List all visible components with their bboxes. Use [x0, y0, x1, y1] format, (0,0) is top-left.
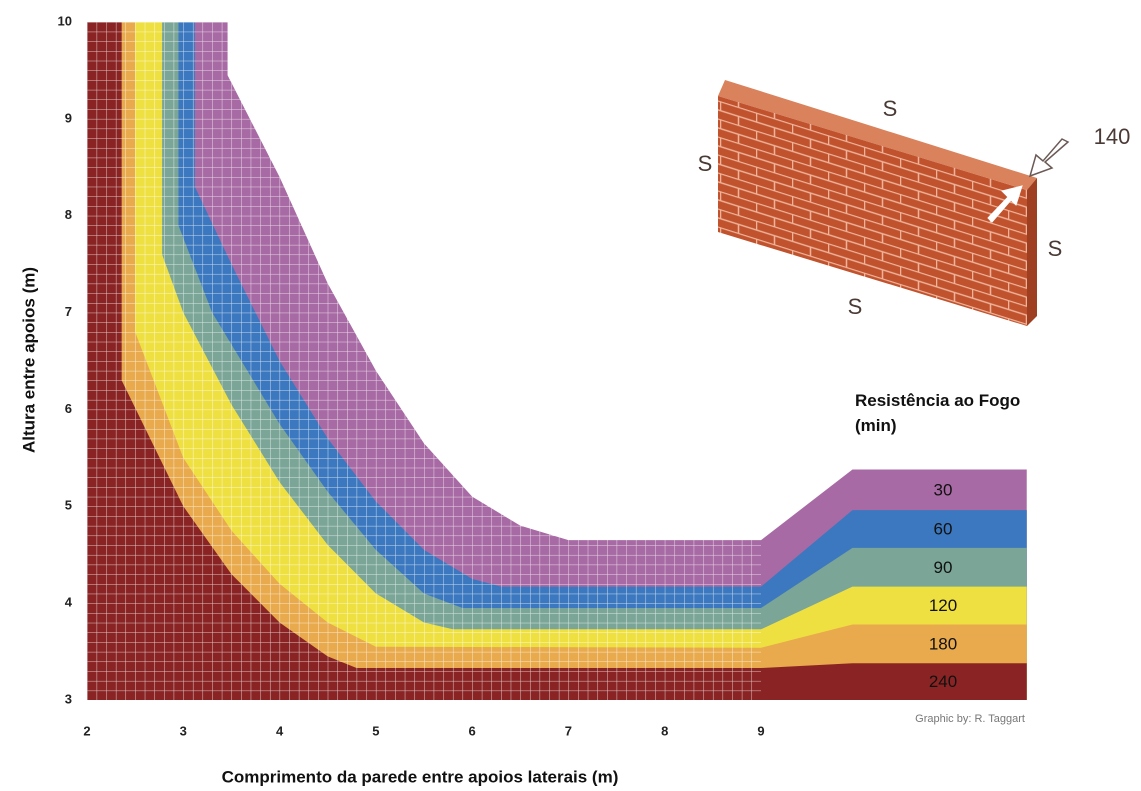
x-axis-title: Comprimento da parede entre apoios later… — [222, 767, 619, 786]
y-tick-label: 8 — [65, 207, 72, 222]
y-axis-title: Altura entre apoios (m) — [19, 267, 38, 453]
x-tick-label: 6 — [469, 723, 476, 738]
x-tick-label: 8 — [661, 723, 668, 738]
y-tick-label: 3 — [65, 691, 72, 706]
legend-label: 240 — [929, 672, 957, 691]
x-tick-label: 7 — [565, 723, 572, 738]
annotation: S — [1048, 236, 1063, 261]
arrow-outline — [1030, 139, 1068, 176]
y-tick-label: 4 — [65, 595, 73, 610]
wall-side — [1027, 178, 1037, 326]
y-tick-label: 10 — [58, 13, 72, 28]
legend-label: 60 — [934, 520, 953, 539]
legend-label: 30 — [934, 480, 953, 499]
x-tick-label: 2 — [83, 723, 90, 738]
y-tick-label: 9 — [65, 110, 72, 125]
lattice-overlay — [87, 22, 761, 700]
x-tick-label: 3 — [180, 723, 187, 738]
annotation: 140 — [1094, 124, 1131, 149]
x-tick-label: 5 — [372, 723, 379, 738]
x-tick-label: 9 — [757, 723, 764, 738]
legend-title: Resistência ao Fogo (min) — [855, 388, 1030, 438]
x-tick-label: 4 — [276, 723, 284, 738]
annotation: S — [883, 96, 898, 121]
annotation: S — [698, 151, 713, 176]
annotation: S — [848, 294, 863, 319]
y-tick-label: 5 — [65, 498, 72, 513]
credit: Graphic by: R. Taggart — [915, 713, 1025, 725]
legend-label: 90 — [934, 558, 953, 577]
legend-label: 180 — [929, 634, 957, 653]
legend-label: 120 — [929, 596, 957, 615]
y-tick-label: 7 — [65, 304, 72, 319]
page: Comprimento da parede entre apoios later… — [0, 0, 1141, 791]
y-tick-label: 6 — [65, 401, 72, 416]
